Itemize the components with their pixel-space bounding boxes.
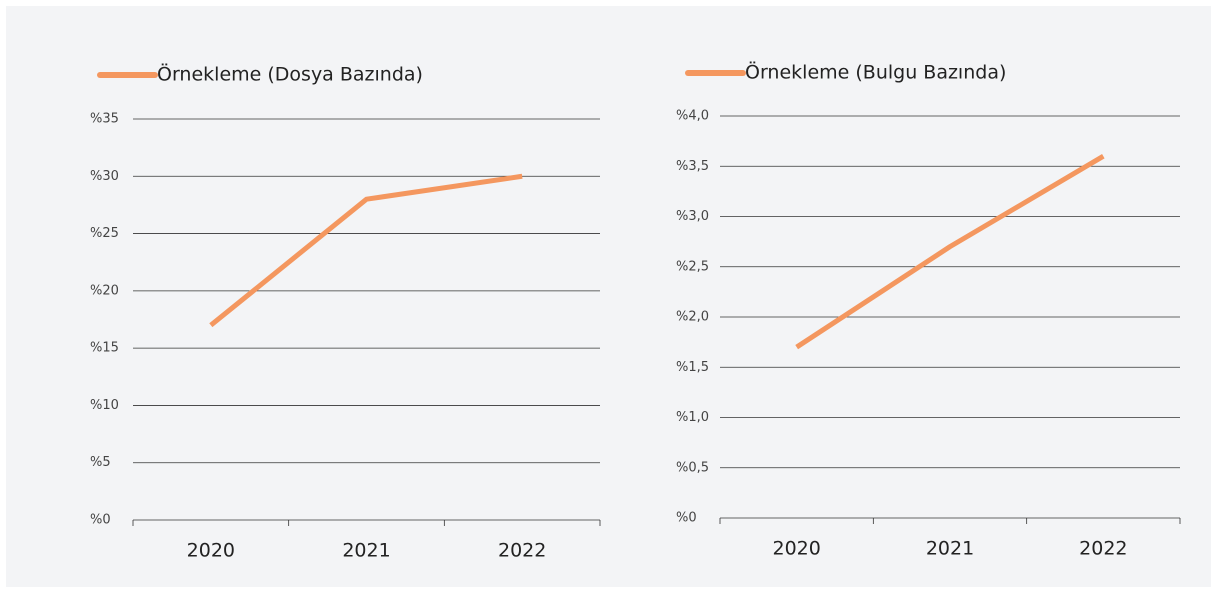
y-tick-label: %1,0 [676,410,709,425]
x-tick-label: 2022 [1079,538,1127,560]
line [795,154,1105,350]
x-tick-label: 2021 [926,538,974,560]
x-tick-label: 2021 [342,540,390,562]
y-tick-label: %35 [90,112,119,127]
x-tick-label: 2022 [498,540,546,562]
y-tick-label: %2,0 [676,310,709,325]
y-tick-label: %1,5 [676,360,709,375]
y-tick-label: %0 [676,511,697,526]
x-tick-label: 2020 [187,540,235,562]
line [209,173,523,328]
legend-label: Örnekleme (Bulgu Bazında) [745,61,1006,84]
y-tick-label: %15 [90,341,119,356]
y-tick-label: %5 [90,455,111,470]
panel [6,6,1211,587]
y-tick-label: %0 [90,513,111,528]
y-tick-label: %10 [90,398,119,413]
legend-label: Örnekleme (Dosya Bazında) [157,63,423,86]
x-tick-label: 2020 [772,538,820,560]
y-tick-label: %0,5 [676,460,709,475]
y-tick-label: %3,5 [676,159,709,174]
y-tick-label: %3,0 [676,209,709,224]
y-tick-label: %2,5 [676,259,709,274]
y-tick-label: %30 [90,169,119,184]
y-tick-label: %25 [90,226,119,241]
y-tick-label: %20 [90,283,119,298]
y-tick-label: %4,0 [676,109,709,124]
